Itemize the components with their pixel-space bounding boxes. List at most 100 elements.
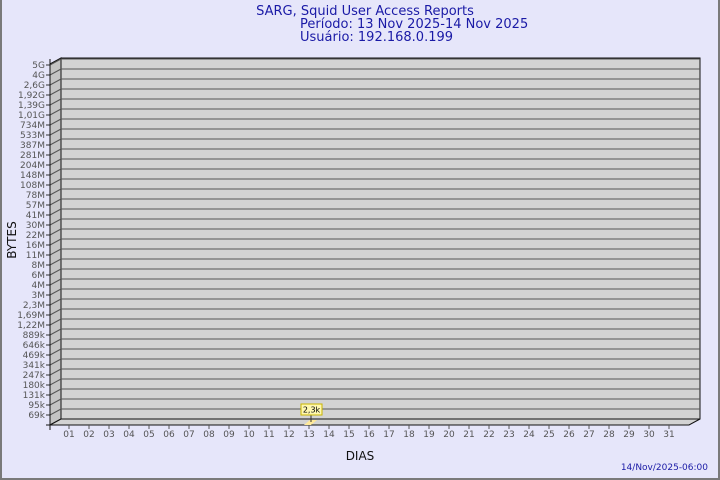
x-tick-label: 11 <box>263 430 274 440</box>
y-tick-label: 22M <box>26 231 45 241</box>
gridline-side <box>49 348 62 356</box>
plot-floor <box>49 418 701 426</box>
x-tick-label: 17 <box>383 430 394 440</box>
x-tick-label: 19 <box>423 430 435 440</box>
y-tick-label: 180k <box>23 381 46 391</box>
gridline-side <box>49 398 62 406</box>
y-tick-label: 131k <box>23 391 46 401</box>
y-tick-label: 1,39G <box>18 101 45 111</box>
gridline-side <box>49 108 62 116</box>
x-tick-label: 06 <box>163 430 175 440</box>
gridline-side <box>49 248 62 256</box>
y-tick-label: 16M <box>26 241 45 251</box>
gridline-side <box>49 388 62 396</box>
y-tick-label: 57M <box>26 201 45 211</box>
gridline-side <box>49 228 62 236</box>
y-tick-label: 30M <box>26 221 45 231</box>
x-tick-label: 16 <box>363 430 375 440</box>
chart-period: Período: 13 Nov 2025-14 Nov 2025 <box>300 17 528 32</box>
gridline-side <box>49 198 62 206</box>
x-tick-label: 23 <box>503 430 514 440</box>
gridline-side <box>49 358 62 366</box>
gridline-side <box>49 318 62 326</box>
x-tick-label: 14 <box>323 430 335 440</box>
x-tick-label: 15 <box>343 430 354 440</box>
y-tick-label: 281M <box>20 151 45 161</box>
chart-user: Usuário: 192.168.0.199 <box>300 30 453 45</box>
y-tick-label: 533M <box>20 131 45 141</box>
x-tick-label: 21 <box>463 430 474 440</box>
x-tick-label: 18 <box>403 430 415 440</box>
y-tick-label: 6M <box>32 271 46 281</box>
x-tick-label: 10 <box>243 430 255 440</box>
gridline-side <box>49 128 62 136</box>
gridline-side <box>49 78 62 86</box>
x-tick-label: 02 <box>83 430 94 440</box>
gridline-side <box>49 258 62 266</box>
y-tick-label: 2,3M <box>23 301 45 311</box>
gridline-side <box>49 68 62 76</box>
x-tick-label: 28 <box>603 430 615 440</box>
x-axis-label: DIAS <box>346 449 375 463</box>
x-tick-label: 13 <box>303 430 314 440</box>
gridline-side <box>49 168 62 176</box>
gridline-side <box>49 148 62 156</box>
y-tick-label: 8M <box>32 261 46 271</box>
y-tick-label: 41M <box>26 211 45 221</box>
y-axis-label: BYTES <box>5 221 19 258</box>
gridline-side <box>49 158 62 166</box>
gridline-side <box>49 268 62 276</box>
y-tick-label: 95k <box>28 401 45 411</box>
gridline-side <box>49 338 62 346</box>
y-tick-label: 69k <box>28 411 45 421</box>
y-tick-label: 1,69M <box>17 311 45 321</box>
y-tick-label: 148M <box>20 171 45 181</box>
x-tick-label: 31 <box>663 430 674 440</box>
x-tick-label: 01 <box>63 430 74 440</box>
x-tick-label: 20 <box>443 430 455 440</box>
y-tick-label: 1,92G <box>18 91 45 101</box>
gridline-side <box>49 118 62 126</box>
gridline-side <box>49 58 62 66</box>
y-tick-label: 108M <box>20 181 45 191</box>
gridline-side <box>49 88 62 96</box>
footer-timestamp: 14/Nov/2025-06:00 <box>621 463 708 473</box>
x-tick-label: 26 <box>563 430 575 440</box>
x-tick-label: 09 <box>223 430 235 440</box>
y-tick-label: 889k <box>23 331 46 341</box>
x-tick-label: 08 <box>203 430 215 440</box>
y-tick-label: 341k <box>23 361 46 371</box>
y-tick-label: 11M <box>26 251 45 261</box>
x-tick-label: 24 <box>523 430 535 440</box>
x-tick-label: 29 <box>623 430 635 440</box>
y-tick-label: 247k <box>23 371 46 381</box>
y-tick-label: 469k <box>23 351 46 361</box>
gridline-side <box>49 238 62 246</box>
y-tick-label: 1,01G <box>18 111 45 121</box>
x-tick-label: 30 <box>643 430 655 440</box>
gridline-side <box>49 368 62 376</box>
gridline-side <box>49 98 62 106</box>
chart-title: SARG, Squid User Access Reports <box>256 4 474 19</box>
x-tick-label: 22 <box>483 430 494 440</box>
y-tick-label: 4M <box>32 281 46 291</box>
y-tick-label: 4G <box>32 71 45 81</box>
bar-label-box <box>300 403 323 416</box>
x-tick-label: 12 <box>283 430 294 440</box>
y-tick-label: 387M <box>20 141 45 151</box>
gridline-side <box>49 178 62 186</box>
y-tick-label: 5G <box>32 61 45 71</box>
gridline-side <box>49 188 62 196</box>
gridline-side <box>49 138 62 146</box>
gridline-side <box>49 328 62 336</box>
y-tick-label: 3M <box>32 291 46 301</box>
gridline-side <box>49 288 62 296</box>
x-tick-label: 04 <box>123 430 135 440</box>
x-tick-label: 27 <box>583 430 594 440</box>
gridline-side <box>49 278 62 286</box>
gridline-side <box>49 298 62 306</box>
x-tick-label: 25 <box>543 430 554 440</box>
y-tick-label: 1,22M <box>17 321 45 331</box>
